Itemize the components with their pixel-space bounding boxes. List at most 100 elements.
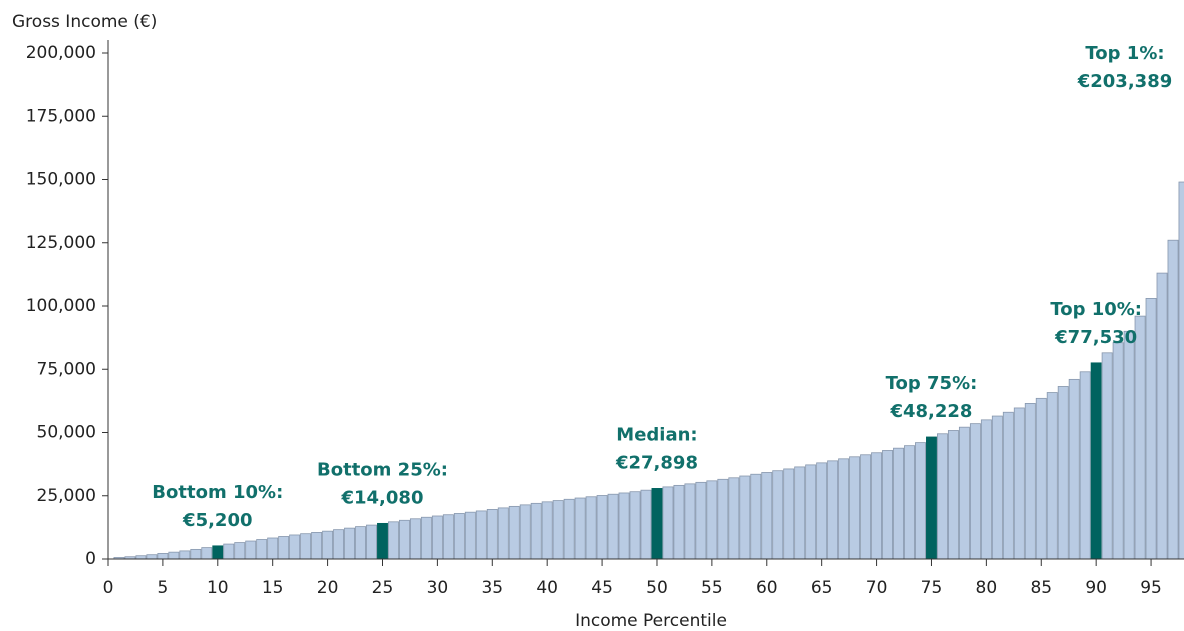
bar (717, 478, 729, 560)
y-tick-label: 175,000 (26, 106, 96, 126)
annotation-value: €48,228 (889, 401, 972, 422)
bar (926, 436, 937, 560)
x-tick-label: 20 (317, 578, 339, 598)
bar (684, 483, 696, 560)
x-tick-label: 70 (866, 578, 888, 598)
bar (1035, 397, 1047, 560)
bar (256, 539, 268, 560)
bar (464, 511, 476, 560)
y-tick-label: 150,000 (26, 170, 96, 190)
bar (344, 527, 356, 560)
annotation-label: Top 1%: (1085, 43, 1164, 64)
bar (1068, 378, 1080, 560)
annotation-value: €14,080 (340, 487, 423, 508)
annotation-label: Top 10%: (1050, 299, 1142, 320)
bar (936, 433, 948, 560)
bar (871, 452, 883, 560)
x-tick-label: 95 (1140, 578, 1162, 598)
bar (333, 529, 345, 560)
y-tick-label: 125,000 (26, 233, 96, 253)
x-tick-label: 5 (157, 578, 168, 598)
bar (563, 498, 575, 560)
bar (574, 497, 586, 560)
bar (893, 447, 904, 560)
bar (618, 492, 630, 560)
bar (915, 442, 926, 560)
bar (706, 480, 718, 560)
bar (596, 495, 608, 560)
bar (146, 554, 158, 560)
bar (1024, 403, 1036, 560)
bar (530, 502, 542, 560)
bar (761, 472, 773, 560)
annotation-label: Median: (616, 424, 697, 445)
bar (223, 543, 235, 560)
x-tick-label: 0 (103, 578, 114, 598)
x-tick-label: 25 (372, 578, 394, 598)
y-tick-label: 200,000 (26, 43, 96, 63)
bar (629, 491, 641, 560)
annotation-value: €5,200 (182, 510, 252, 531)
bar (750, 473, 762, 560)
bar (278, 536, 290, 560)
bar (969, 423, 981, 560)
bar (168, 551, 180, 560)
bar (420, 516, 432, 560)
bar (947, 430, 959, 560)
bar (980, 419, 992, 560)
x-tick-label: 10 (207, 578, 229, 598)
annotation-label: Bottom 25%: (317, 459, 448, 480)
x-tick-label: 40 (536, 578, 558, 598)
bar (1156, 272, 1168, 560)
bar (1145, 298, 1157, 560)
bar (1013, 407, 1025, 560)
bar (640, 489, 652, 560)
bar (816, 462, 828, 560)
bar (827, 460, 839, 560)
bar (1134, 315, 1146, 560)
bar (739, 475, 751, 560)
x-tick-label: 90 (1085, 578, 1107, 598)
annotation-value: €27,898 (615, 452, 698, 473)
y-tick-label: 0 (85, 549, 96, 569)
bar (1046, 392, 1058, 560)
x-tick-label: 35 (481, 578, 503, 598)
bar (409, 518, 421, 560)
x-tick-label: 85 (1030, 578, 1052, 598)
bar (179, 550, 191, 560)
x-tick-label: 15 (262, 578, 284, 598)
bar (772, 470, 784, 560)
annotation-value: €77,530 (1054, 327, 1137, 348)
annotation-value: €203,389 (1077, 71, 1173, 92)
bar (1112, 342, 1124, 560)
bar (388, 521, 399, 560)
bar (245, 540, 257, 560)
bar (958, 426, 970, 560)
y-tick-label: 25,000 (37, 486, 96, 506)
bar (728, 477, 740, 560)
x-tick-label: 65 (811, 578, 833, 598)
y-tick-label: 50,000 (37, 423, 96, 443)
bar (212, 545, 224, 560)
bar (311, 532, 323, 560)
bar (1123, 330, 1135, 560)
bar (519, 504, 531, 560)
bar (442, 514, 454, 560)
x-tick-label: 45 (591, 578, 613, 598)
bar (794, 466, 806, 560)
bar (355, 526, 366, 560)
bar (1101, 352, 1113, 560)
bar (1178, 181, 1184, 560)
bar (552, 500, 564, 560)
bar (201, 547, 213, 560)
bar (805, 464, 817, 560)
bar (651, 488, 663, 560)
bar (783, 468, 795, 560)
x-tick-label: 75 (921, 578, 943, 598)
bar (882, 450, 894, 560)
bar (673, 484, 685, 560)
bar (541, 501, 553, 560)
y-tick-label: 75,000 (37, 359, 96, 379)
